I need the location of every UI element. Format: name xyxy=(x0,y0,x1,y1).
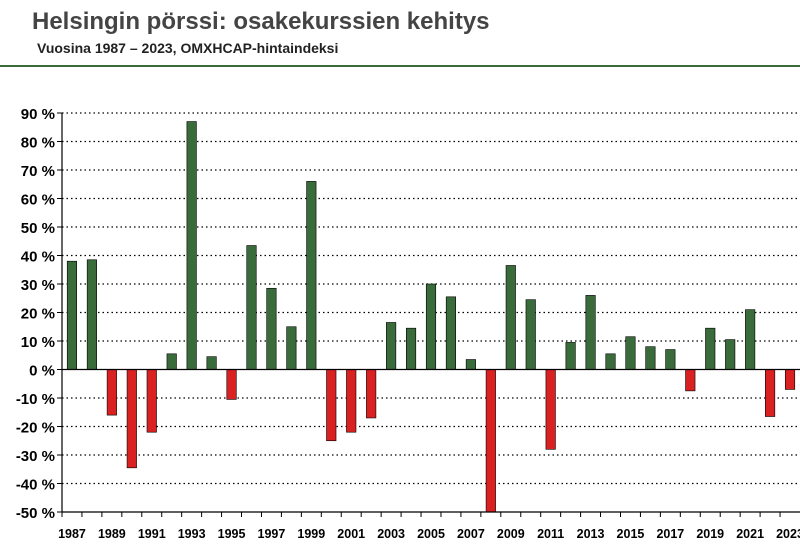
bar-2007 xyxy=(465,359,476,370)
bar-2004 xyxy=(406,327,417,370)
bar-1991 xyxy=(146,369,157,433)
bar-2009 xyxy=(505,265,516,370)
bar-2021 xyxy=(745,309,756,370)
bar-2017 xyxy=(665,349,676,370)
y-tick-label: -40 % xyxy=(16,477,55,494)
bar-2005 xyxy=(425,283,437,370)
axes xyxy=(61,113,800,513)
bar-2011 xyxy=(545,369,556,450)
title-divider xyxy=(0,65,800,67)
bar-1994 xyxy=(206,356,217,370)
bar-2013 xyxy=(585,295,596,370)
y-tick-label: 70 % xyxy=(21,163,55,180)
bar-2018 xyxy=(685,369,696,392)
x-tick-label: 1993 xyxy=(178,527,206,541)
x-tick-label: 1995 xyxy=(218,527,246,541)
y-tick-label: 80 % xyxy=(21,135,55,152)
bar-1997 xyxy=(266,287,277,370)
bar-1987 xyxy=(66,260,78,370)
bar-2010 xyxy=(525,299,536,370)
bar-2008 xyxy=(485,369,496,513)
x-tick-label: 2003 xyxy=(377,527,405,541)
x-tick-label: 2017 xyxy=(656,527,684,541)
x-tick-label: 1999 xyxy=(297,527,325,541)
x-tick-label: 2023 xyxy=(776,527,800,541)
bar-2020 xyxy=(725,339,736,370)
chart-subtitle: Vuosina 1987 – 2023, OMXHCAP-hintaindeks… xyxy=(37,40,339,56)
bar-2003 xyxy=(386,322,397,370)
bar-1988 xyxy=(86,259,97,370)
y-tick-label: -30 % xyxy=(16,448,55,465)
x-tick-label: 2005 xyxy=(417,527,445,541)
bar-1995 xyxy=(226,369,237,400)
bar-1992 xyxy=(166,353,177,370)
bar-1998 xyxy=(286,326,297,370)
y-tick-label: 40 % xyxy=(21,249,55,266)
bar-2019 xyxy=(705,327,716,370)
y-tick-label: 10 % xyxy=(21,334,55,351)
bar-1993 xyxy=(186,121,197,370)
chart-title: Helsingin pörssi: osakekurssien kehitys xyxy=(32,8,490,35)
y-tick-label: 60 % xyxy=(21,192,55,209)
y-axis-ticks: -50 % -40 % -30 % -20 % -10 % 0 % 10 % 20 % 30 %… xyxy=(16,106,62,522)
y-tick-label: -20 % xyxy=(16,420,55,437)
x-tick-label: 2019 xyxy=(696,527,724,541)
x-tick-label: 1991 xyxy=(138,527,166,541)
x-tick-label: 2009 xyxy=(497,527,525,541)
y-tick-label: -10 % xyxy=(16,391,55,408)
bar-1996 xyxy=(246,245,257,370)
gridlines xyxy=(62,112,800,485)
bar-2002 xyxy=(366,369,377,419)
x-tick-label: 1997 xyxy=(258,527,286,541)
x-tick-label: 2015 xyxy=(617,527,645,541)
x-tick-label: 2013 xyxy=(577,527,605,541)
y-tick-label: -50 % xyxy=(16,505,55,522)
bar-2012 xyxy=(565,342,576,370)
y-tick-label: 50 % xyxy=(21,220,55,237)
bar-2016 xyxy=(645,346,656,370)
bar-1990 xyxy=(126,369,137,469)
bar-2001 xyxy=(346,369,357,433)
x-tick-label: 2011 xyxy=(537,527,564,541)
y-tick-label: 30 % xyxy=(21,277,55,294)
x-tick-label: 1987 xyxy=(58,527,86,541)
bar-1999 xyxy=(306,181,317,370)
bar-2023 xyxy=(784,369,796,390)
x-tick-label: 2021 xyxy=(736,527,764,541)
x-tick-label: 1989 xyxy=(98,527,126,541)
bars xyxy=(66,121,796,513)
bar-2014 xyxy=(605,353,616,370)
y-tick-label: 20 % xyxy=(21,306,55,323)
y-tick-label: 0 % xyxy=(29,363,55,380)
bar-2006 xyxy=(445,296,456,370)
bar-2015 xyxy=(625,336,636,370)
bar-2000 xyxy=(326,369,337,442)
x-tick-label: 2001 xyxy=(337,527,365,541)
bar-1989 xyxy=(106,369,117,416)
y-tick-label: 90 % xyxy=(21,106,55,123)
x-axis-ticks: 1987 1989 1991 1993 1995 1997 1999 2001 2003 2005… xyxy=(58,512,800,541)
x-tick-label: 2007 xyxy=(457,527,485,541)
bar-2022 xyxy=(765,369,776,417)
